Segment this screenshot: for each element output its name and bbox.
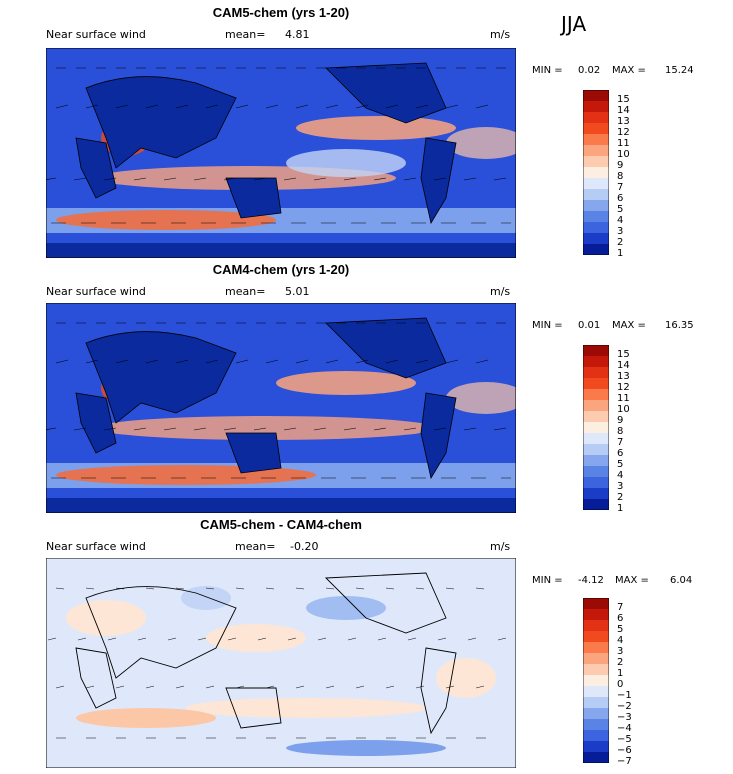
panel-3-max-value: 6.04	[670, 575, 693, 586]
panel-1-colorbar	[582, 89, 610, 256]
panel-1-title: CAM5-chem (yrs 1-20)	[212, 5, 350, 20]
panel-1-max-label: MAX =	[612, 65, 646, 76]
panel-2-units: m/s	[490, 285, 511, 298]
panel-2-colorbar	[582, 344, 610, 511]
panel-3-mean-label: mean=	[235, 540, 276, 553]
panel-3-colorbar	[582, 597, 610, 764]
panel-1-units: m/s	[490, 28, 511, 41]
panel-1-mean-label: mean=	[225, 28, 266, 41]
panel-2-variable-label: Near surface wind	[46, 285, 146, 298]
panel-2-colorbar-labels: 15 14 13 12 11 10 9 8 7 6 5 4 3 2 1	[617, 349, 630, 514]
panel-3-map	[46, 558, 516, 768]
panel-1-colorbar-labels: 15 14 13 12 11 10 9 8 7 6 5 4 3 2 1	[617, 94, 630, 259]
panel-1-min-value: 0.02	[578, 65, 601, 76]
season-label: JJA	[561, 12, 587, 36]
panel-1-max-value: 15.24	[665, 65, 694, 76]
panel-1-variable-label: Near surface wind	[46, 28, 146, 41]
panel-3-units: m/s	[490, 540, 511, 553]
panel-2-map	[46, 303, 516, 513]
panel-3-title: CAM5-chem - CAM4-chem	[200, 517, 362, 532]
panel-1-min-label: MIN =	[532, 65, 563, 76]
panel-3-colorbar-labels: 7 6 5 4 3 2 1 0 −1 −2 −3 −4 −5 −6 −7	[617, 602, 632, 767]
panel-1-map	[46, 48, 516, 258]
panel-2-mean-value: 5.01	[285, 285, 310, 298]
panel-2-min-label: MIN =	[532, 320, 563, 331]
panel-3-min-label: MIN =	[532, 575, 563, 586]
panel-3-variable-label: Near surface wind	[46, 540, 146, 553]
panel-1-mean-value: 4.81	[285, 28, 310, 41]
panel-2-mean-label: mean=	[225, 285, 266, 298]
panel-2-title: CAM4-chem (yrs 1-20)	[212, 262, 350, 277]
panel-2-max-value: 16.35	[665, 320, 694, 331]
panel-2-min-value: 0.01	[578, 320, 601, 331]
panel-3-max-label: MAX =	[615, 575, 649, 586]
panel-2-max-label: MAX =	[612, 320, 646, 331]
panel-3-mean-value: -0.20	[290, 540, 319, 553]
panel-3-min-value: -4.12	[578, 575, 604, 586]
